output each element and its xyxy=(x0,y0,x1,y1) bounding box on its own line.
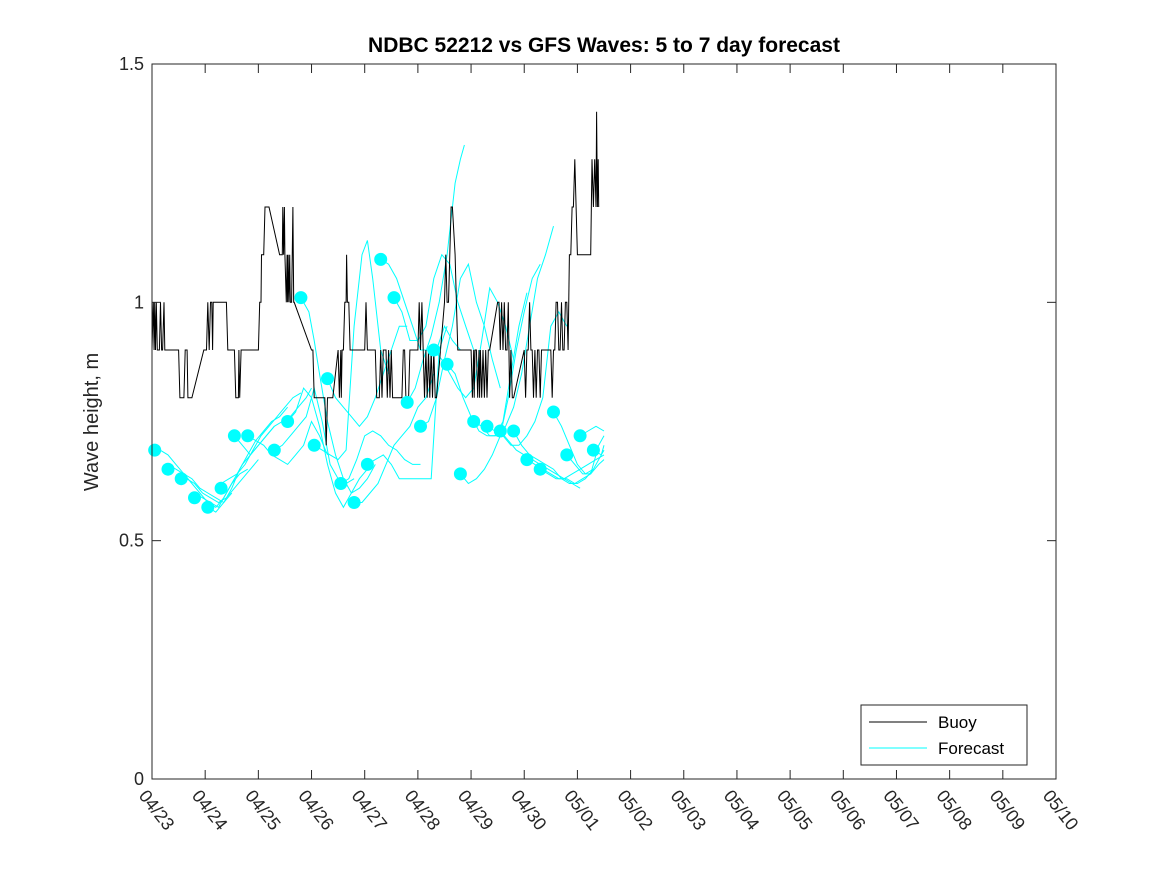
buoy-series xyxy=(151,111,600,446)
forecast-marker-7 xyxy=(241,429,255,443)
forecast-line-28 xyxy=(539,454,605,480)
x-tick-label-13: 05/06 xyxy=(826,786,869,834)
forecast-marker-17 xyxy=(387,291,401,305)
forecast-line-19 xyxy=(420,262,501,427)
x-tick-label-12: 05/05 xyxy=(773,786,816,834)
legend-label-1: Forecast xyxy=(938,739,1004,758)
axes-frame xyxy=(151,63,1057,780)
forecast-line-10 xyxy=(300,297,376,494)
forecast-line-17 xyxy=(393,253,475,351)
x-tick-label-14: 05/07 xyxy=(879,786,922,834)
forecast-marker-4 xyxy=(201,500,215,514)
x-tick-label-2: 04/25 xyxy=(241,786,284,834)
forecast-marker-19 xyxy=(414,419,427,433)
x-tick-label-6: 04/29 xyxy=(454,786,497,834)
forecast-marker-5 xyxy=(214,481,228,495)
forecast-marker-23 xyxy=(467,415,481,428)
x-tick-label-5: 04/28 xyxy=(401,786,444,834)
forecast-line-29 xyxy=(553,411,605,475)
forecast-marker-14 xyxy=(347,496,361,509)
forecast-marker-9 xyxy=(281,415,295,428)
y-tick-label-0: 0 xyxy=(134,769,144,789)
forecast-marker-29 xyxy=(547,405,560,419)
x-tick-label-11: 05/04 xyxy=(720,786,763,834)
forecast-marker-6 xyxy=(227,429,241,443)
forecast-line-9 xyxy=(287,387,368,509)
y-tick-label-2: 1 xyxy=(134,292,144,312)
forecast-marker-31 xyxy=(573,429,587,443)
chart-title: NDBC 52212 vs GFS Waves: 5 to 7 day fore… xyxy=(368,34,840,57)
forecast-marker-30 xyxy=(560,448,574,462)
x-tick-label-0: 04/23 xyxy=(135,786,178,834)
forecast-marker-13 xyxy=(334,477,348,490)
forecast-marker-2 xyxy=(174,472,188,486)
y-tick-label-1: 0.5 xyxy=(119,531,144,551)
forecast-marker-18 xyxy=(400,395,414,409)
x-tick-label-16: 05/09 xyxy=(986,786,1029,834)
forecast-line-5 xyxy=(220,392,302,484)
forecast-marker-12 xyxy=(321,372,334,386)
forecast-line-21 xyxy=(446,292,528,437)
x-tick-label-15: 05/08 xyxy=(932,786,975,834)
x-tick-label-8: 05/01 xyxy=(560,786,603,834)
forecast-line-18 xyxy=(406,144,465,403)
x-tick-label-17: 05/10 xyxy=(1039,786,1082,834)
forecast-marker-22 xyxy=(453,467,467,481)
forecast-marker-10 xyxy=(294,291,308,305)
forecast-marker-3 xyxy=(188,491,201,505)
forecast-line-13 xyxy=(340,430,421,484)
y-tick-label-3: 1.5 xyxy=(119,54,144,74)
forecast-line-30 xyxy=(566,435,605,475)
forecast-marker-1 xyxy=(161,462,175,476)
forecast-line-11 xyxy=(313,240,390,461)
forecast-marker-11 xyxy=(307,438,321,452)
forecast-marker-28 xyxy=(533,462,547,476)
forecast-line-26 xyxy=(513,430,594,484)
forecast-marker-16 xyxy=(374,252,388,266)
forecast-marker-20 xyxy=(427,343,441,357)
legend-label-0: Buoy xyxy=(938,713,977,732)
forecast-marker-8 xyxy=(267,443,281,457)
x-tick-label-10: 05/03 xyxy=(667,786,710,834)
forecast-marker-26 xyxy=(507,424,521,438)
legend-box xyxy=(860,704,1028,766)
forecast-line-0 xyxy=(151,444,233,504)
forecast-marker-15 xyxy=(360,457,374,471)
forecast-marker-0 xyxy=(148,443,162,457)
forecast-line-7 xyxy=(247,420,328,466)
forecast-marker-24 xyxy=(480,419,494,433)
buoy-line xyxy=(151,111,600,446)
x-tick-label-1: 04/24 xyxy=(188,786,231,834)
forecast-series xyxy=(151,144,605,513)
x-tick-label-3: 04/26 xyxy=(294,786,337,834)
x-tick-label-9: 05/02 xyxy=(613,786,656,834)
forecast-line-12 xyxy=(327,325,408,428)
y-axis-label: Wave height, m xyxy=(81,353,103,491)
forecast-marker-25 xyxy=(493,424,507,438)
forecast-line-2 xyxy=(178,459,259,504)
forecast-marker-32 xyxy=(586,443,600,457)
forecast-line-6 xyxy=(234,387,312,456)
forecast-marker-21 xyxy=(440,357,454,371)
forecast-line-14 xyxy=(354,373,435,503)
x-tick-label-7: 04/30 xyxy=(507,786,550,834)
forecast-markers xyxy=(148,252,600,514)
x-tick-label-4: 04/27 xyxy=(348,786,391,834)
legend: Buoy Forecast xyxy=(860,704,1028,766)
forecast-line-15 xyxy=(367,326,448,480)
forecast-marker-27 xyxy=(520,453,534,467)
